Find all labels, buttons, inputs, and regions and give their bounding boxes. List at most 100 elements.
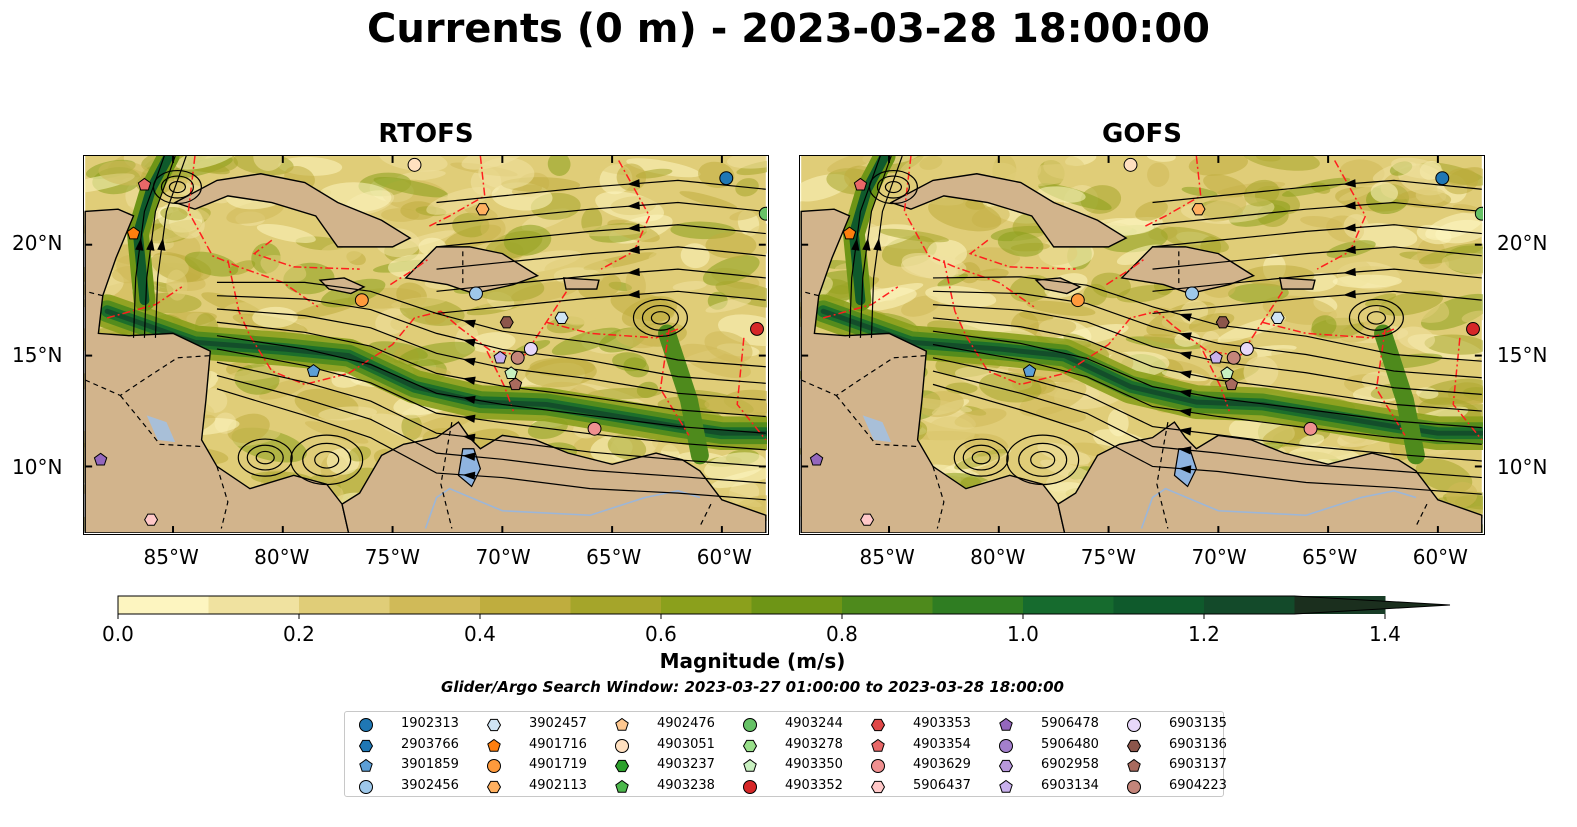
legend-marker [871, 738, 885, 752]
legend-marker [871, 759, 885, 773]
legend-marker [359, 779, 373, 794]
legend-label: 3902456 [401, 777, 459, 793]
legend-marker [743, 779, 757, 794]
legend-label: 3902457 [529, 716, 587, 731]
colorbar-segment [1113, 596, 1205, 614]
float-marker-6903137 [1224, 377, 1239, 391]
float-marker-4902113 [475, 203, 490, 216]
colorbar-segment [480, 596, 571, 614]
float-marker-6903134 [1209, 350, 1223, 364]
float-marker-5906437 [144, 513, 159, 526]
lon-tick-label: 65°W [586, 545, 642, 569]
legend-label: 3901859 [401, 757, 459, 772]
lon-tick-label: 65°W [1302, 545, 1358, 569]
legend-marker [359, 718, 373, 732]
legend-label: 6904223 [1169, 777, 1227, 793]
float-marker-3901859 [1022, 364, 1037, 377]
float-marker-3902456 [1185, 286, 1199, 301]
float-marker-4903352 [750, 322, 764, 336]
panel-title-rtofs: RTOFS [378, 119, 474, 149]
lat-tick-label-right: 15°N [1497, 343, 1548, 368]
lon-tick-label: 60°W [696, 545, 752, 569]
colorbar-segment [118, 596, 209, 614]
legend-marker [615, 738, 629, 753]
legend-marker [487, 738, 501, 752]
lat-tick-label-right: 20°N [1497, 231, 1548, 256]
legend-marker [743, 718, 757, 732]
legend-label: 6903135 [1169, 716, 1227, 731]
float-marker-6903137 [508, 377, 523, 391]
float-marker-4903350 [504, 366, 518, 380]
colorbar-segment [1204, 596, 1295, 614]
float-marker-4903244 [1474, 206, 1483, 221]
legend-marker [1127, 718, 1141, 732]
legend-marker [999, 779, 1013, 793]
colorbar-label: Magnitude (m/s) [659, 649, 846, 673]
float-marker-5906478 [809, 452, 824, 466]
colorbar-tick-label: 0.6 [645, 622, 677, 646]
colorbar-segment [661, 596, 752, 614]
legend-label: 4902113 [529, 777, 587, 793]
legend-label: 4901716 [529, 736, 587, 752]
colorbar-segment [1023, 596, 1114, 614]
colorbar-segment [932, 596, 1024, 614]
search-window-text: Glider/Argo Search Window: 2023-03-27 01… [441, 678, 1064, 696]
legend-label: 4901719 [529, 757, 587, 772]
float-marker-1902313 [1435, 171, 1450, 186]
legend-marker [1127, 779, 1141, 794]
lon-tick-label: 85°W [143, 545, 199, 569]
map-rtofs[interactable] [83, 155, 769, 535]
float-marker-4901719 [1070, 293, 1085, 308]
float-marker-4902113 [1191, 203, 1206, 216]
float-marker-4903354 [137, 177, 152, 191]
legend-marker [870, 780, 886, 793]
float-marker-4903629 [1303, 421, 1318, 436]
lon-tick-label: 75°W [1080, 545, 1137, 569]
legend-label: 1902313 [401, 716, 459, 731]
map-gofs[interactable] [799, 155, 1485, 535]
panel-title-gofs: GOFS [1102, 119, 1182, 149]
legend-label: 2903766 [401, 736, 459, 752]
lat-tick-label-right: 10°N [1497, 454, 1548, 479]
colorbar-tick-label: 1.2 [1188, 622, 1220, 646]
legend-marker [359, 758, 373, 772]
legend-marker [998, 759, 1014, 773]
float-marker-4903051 [407, 157, 422, 172]
float-marker-6903135 [1239, 341, 1254, 356]
colorbar-segment [751, 596, 843, 614]
lon-tick-label: 70°W [1191, 545, 1247, 569]
legend-marker [999, 717, 1013, 731]
legend-label: 6903136 [1169, 736, 1227, 752]
legend-label: 4903352 [785, 777, 843, 793]
colorbar-segment [208, 596, 300, 614]
float-marker-4901716 [126, 226, 141, 240]
legend-label: 4902476 [657, 716, 715, 731]
legend-marker [742, 739, 758, 752]
legend-label: 4903237 [657, 757, 715, 772]
float-marker-6904223 [510, 350, 525, 365]
float-legend: 1902313 2903766 3901859 3902456 3902457 49017… [344, 711, 1227, 797]
legend-label: 4903244 [785, 716, 843, 731]
legend-label: 6903134 [1041, 777, 1099, 793]
legend-marker [486, 718, 502, 732]
lon-tick-label: 60°W [1412, 545, 1468, 569]
colorbar-extend-arrow [1294, 596, 1450, 614]
float-marker-4901719 [354, 293, 369, 308]
legend-label: 6903137 [1169, 757, 1227, 772]
float-marker-3902457 [1270, 311, 1285, 324]
colorbar-segment [389, 596, 481, 614]
legend-marker [743, 758, 757, 772]
legend-label: 6902958 [1041, 757, 1099, 772]
legend-label: 4903238 [657, 777, 715, 793]
legend-label: 5906478 [1041, 716, 1099, 731]
float-marker-6903136 [499, 316, 514, 329]
legend-marker [1127, 758, 1141, 772]
colorbar-tick-label: 0.4 [464, 622, 496, 646]
colorbar-tick-label: 0.2 [283, 622, 315, 646]
colorbar-segment [842, 596, 933, 614]
legend-label: 4903350 [785, 757, 843, 772]
float-marker-5906478 [93, 452, 108, 466]
legend-label: 4903353 [913, 716, 971, 731]
float-marker-4903051 [1123, 157, 1138, 172]
float-marker-4903350 [1220, 366, 1234, 380]
